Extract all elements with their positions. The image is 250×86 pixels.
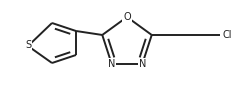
Text: O: O xyxy=(123,12,131,22)
Text: S: S xyxy=(25,40,31,50)
Text: Cl: Cl xyxy=(223,30,232,40)
Text: N: N xyxy=(138,59,146,69)
Text: N: N xyxy=(108,59,116,69)
